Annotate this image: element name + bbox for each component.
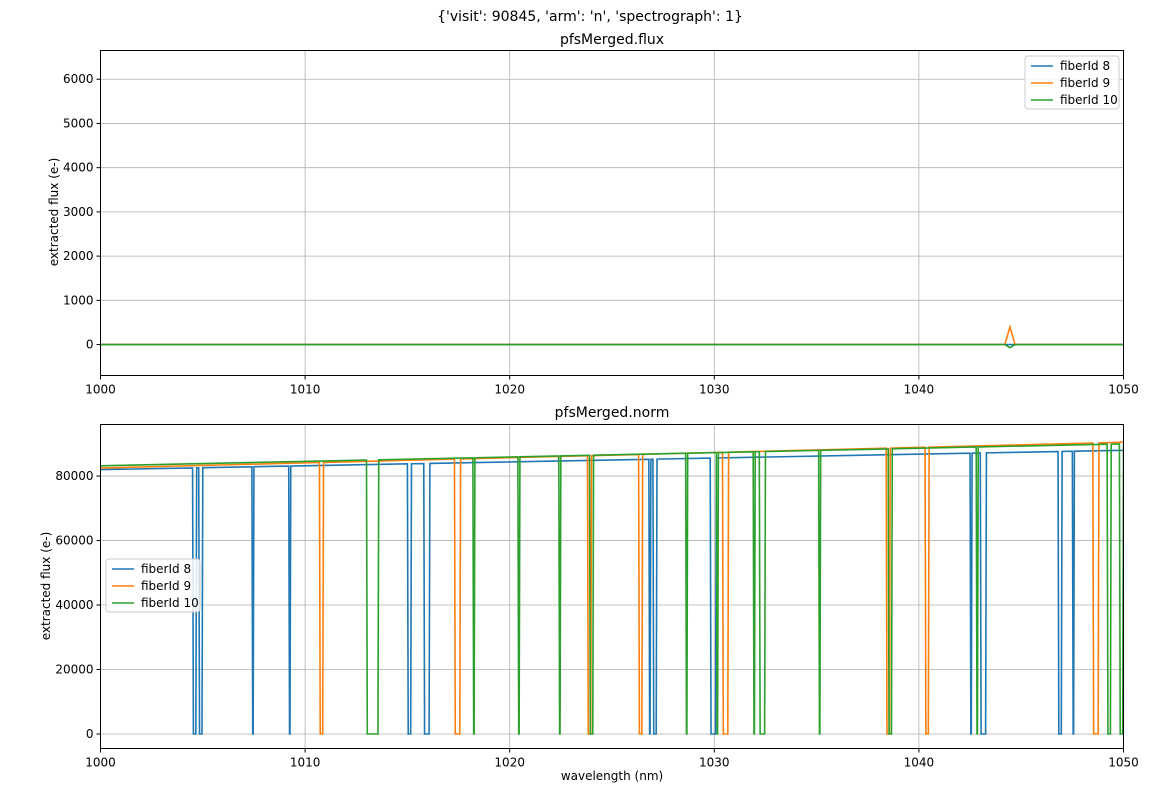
norm-series-line-1: [100, 449, 1124, 735]
flux-xtick-label: 1000: [85, 383, 116, 397]
flux-xtick-label: 1050: [1108, 383, 1139, 397]
flux-panel-frame: [100, 50, 1124, 376]
norm-legend-entry: fiberId 10: [141, 596, 199, 610]
norm-panel-ticks: 1000 1010 1020 1030 1040 1050 0 20000 40000 60000…: [55, 469, 1138, 769]
norm-panel-plot-area: [100, 441, 1124, 735]
flux-ytick-label: 0: [86, 338, 94, 352]
flux-legend-box: [1024, 55, 1120, 110]
norm-panel-xlabel: wavelength (nm): [561, 769, 663, 783]
norm-panel-ylabel: extracted flux (e-): [39, 532, 53, 641]
flux-ytick-label: 2000: [63, 249, 94, 263]
flux-xtick-label: 1030: [699, 383, 730, 397]
norm-ytick-label: 0: [86, 727, 94, 741]
norm-xtick-label: 1030: [699, 756, 730, 770]
norm-legend-entry: fiberId 9: [141, 579, 191, 593]
norm-xtick-label: 1050: [1108, 756, 1139, 770]
norm-ytick-label: 60000: [55, 534, 93, 548]
flux-legend-entry: fiberId 8: [1060, 59, 1110, 73]
flux-legend-entry: fiberId 9: [1060, 76, 1110, 90]
flux-xtick-label: 1010: [290, 383, 321, 397]
norm-xtick-label: 1010: [290, 756, 321, 770]
norm-legend-entry: fiberId 8: [141, 562, 191, 576]
norm-xtick-label: 1020: [494, 756, 525, 770]
flux-ytick-label: 5000: [63, 116, 94, 130]
norm-panel-legend: fiberId 8 fiberId 9 fiberId 10: [105, 558, 201, 613]
norm-xtick-label: 1040: [904, 756, 935, 770]
norm-panel-frame: [100, 424, 1124, 749]
norm-series-line-3: [100, 443, 1124, 735]
norm-ytick-label: 80000: [55, 469, 93, 483]
flux-panel: pfsMerged.flux extracted flux (e-) 1000 1…: [47, 32, 1139, 397]
flux-ytick-label: 4000: [63, 161, 94, 175]
norm-xtick-label: 1000: [85, 756, 116, 770]
flux-panel-ylabel: extracted flux (e-): [47, 158, 61, 267]
norm-ytick-label: 40000: [55, 598, 93, 612]
flux-panel-title: pfsMerged.flux: [560, 32, 664, 48]
flux-ytick-label: 1000: [63, 293, 94, 307]
flux-panel-plot-area: [100, 323, 1124, 349]
figure-suptitle: {'visit': 90845, 'arm': 'n', 'spectrogra…: [437, 9, 743, 25]
flux-panel-ticks: 1000 1010 1020 1030 1040 1050 0 1000 2000 3000 400…: [63, 72, 1139, 396]
flux-ytick-label: 6000: [63, 72, 94, 86]
flux-xtick-label: 1040: [904, 383, 935, 397]
flux-legend-entry: fiberId 10: [1060, 93, 1118, 107]
norm-panel: pfsMerged.norm extracted flux (e-) wavel…: [39, 405, 1139, 783]
norm-panel-grid: [100, 424, 1124, 749]
norm-ytick-label: 20000: [55, 663, 93, 677]
norm-legend-box: [105, 558, 201, 613]
norm-panel-title: pfsMerged.norm: [555, 405, 670, 421]
flux-xtick-label: 1020: [494, 383, 525, 397]
flux-panel-legend: fiberId 8 fiberId 9 fiberId 10: [1024, 55, 1120, 110]
flux-series-line-3: [100, 343, 1124, 349]
flux-ytick-label: 3000: [63, 205, 94, 219]
